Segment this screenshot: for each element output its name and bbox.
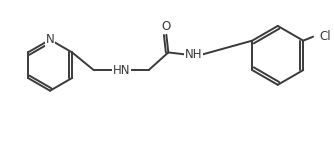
- Text: NH: NH: [185, 48, 203, 61]
- Text: N: N: [46, 33, 54, 46]
- Text: O: O: [162, 20, 171, 33]
- Text: HN: HN: [113, 64, 130, 77]
- Text: Cl: Cl: [319, 30, 331, 43]
